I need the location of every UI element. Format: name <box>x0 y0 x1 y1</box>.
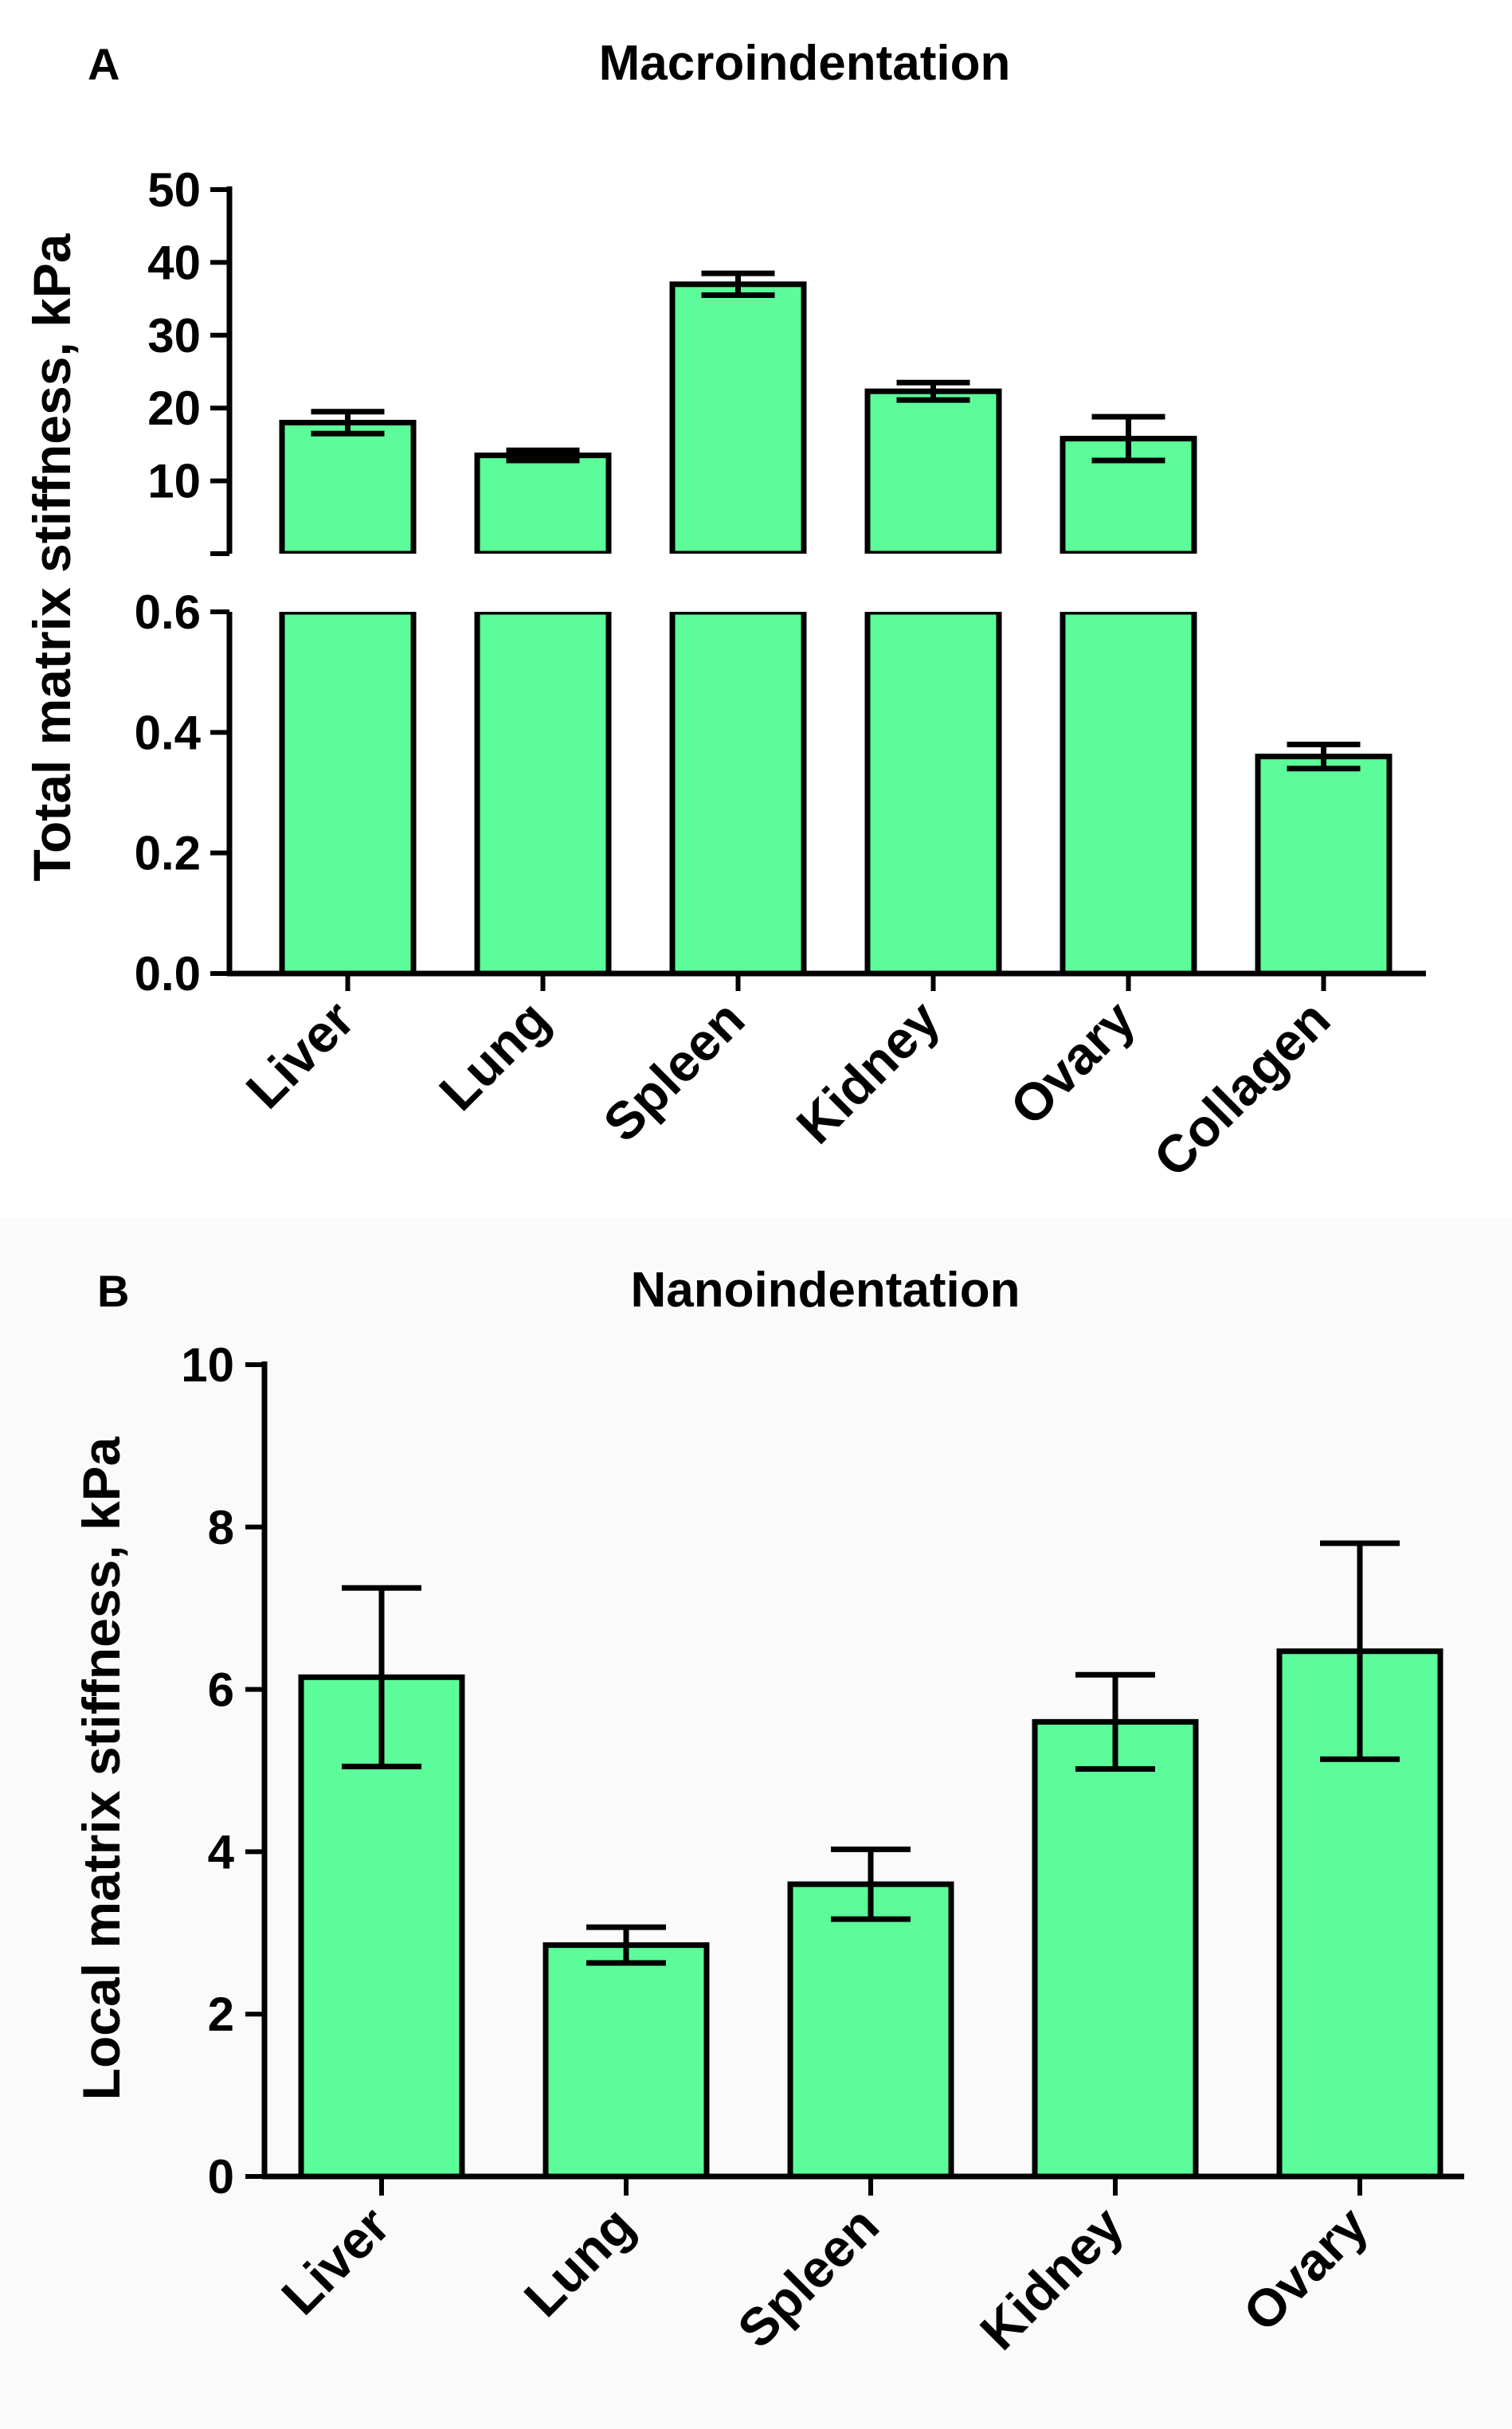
panel-a-bar-spleen-lower <box>669 609 807 977</box>
panel-a-category-label-collagen: Collagen <box>1142 989 1341 1188</box>
axis-break-gap <box>666 554 810 612</box>
panel-b-error-bar-lung <box>586 1924 666 1966</box>
panel-a-y-tick-label: 10 <box>147 455 201 508</box>
panel-b-y-tick-label: 10 <box>181 1338 234 1392</box>
panel-b-y-tick-label: 2 <box>208 1988 234 2041</box>
panel-a-error-bar-spleen <box>701 270 775 299</box>
panel-b-error-bar-liver <box>342 1585 421 1769</box>
panel-a-y-tick-label: 0.4 <box>135 706 202 759</box>
panel-a-y-tick-label: 0.6 <box>135 586 201 639</box>
panel-a-y-tick-label: 20 <box>147 382 201 435</box>
axis-break-gap <box>471 554 615 612</box>
panel-b-y-tick-label: 8 <box>208 1501 234 1554</box>
panel-a-category-label-spleen: Spleen <box>592 989 755 1153</box>
panel-a-error-bar-liver <box>311 409 385 437</box>
panel-a-letter: A <box>88 39 119 89</box>
panel-a-y-tick-label: 0.0 <box>135 947 201 1001</box>
panel-a-axes <box>226 186 1426 991</box>
panel-a-y-tick-label: 50 <box>147 163 201 217</box>
panel-b-bar-kidney <box>1032 1718 1199 2180</box>
panel-b-error-bar-ovary <box>1320 1540 1400 1762</box>
panel-b-letter: B <box>97 1266 129 1316</box>
axis-break-gap <box>1056 554 1201 612</box>
panel-a-bars <box>276 270 1393 977</box>
panel-a-y-ticks: 0.0 0.2 0.4 0.6 10 20 30 40 50 <box>135 163 229 1001</box>
panel-b-bars <box>298 1540 1443 2180</box>
panel-b-error-bar-spleen <box>831 1846 911 1922</box>
panel-a-error-bar-ovary <box>1091 413 1165 464</box>
panel-b-y-ticks: 0 2 4 6 8 10 <box>181 1338 264 2204</box>
panel-a-error-bar-collagen <box>1287 741 1361 772</box>
panel-a-bar-ovary-lower <box>1060 609 1197 977</box>
panel-b-error-bar-kidney <box>1075 1671 1155 1772</box>
panel-a-bar-collagen <box>1255 754 1393 977</box>
panel-a-bar-kidney-upper <box>864 388 1002 557</box>
panel-b-y-tick-label: 6 <box>208 1663 234 1717</box>
panel-a-bar-kidney-lower <box>864 609 1002 977</box>
panel-a-title: Macroindentation <box>599 36 1011 91</box>
panel-a-category-label-liver: Liver <box>235 989 366 1120</box>
axis-break-gap <box>276 554 420 612</box>
panel-b-title: Nanoindentation <box>630 1263 1020 1318</box>
axis-break-gap <box>861 554 1005 612</box>
panel-a-bar-lung-lower <box>474 609 612 977</box>
panel-a-error-bar-kidney <box>896 379 970 403</box>
panel-a-category-label-lung: Lung <box>428 989 560 1122</box>
panel-a-y-axis-label: Total matrix stiffness, kPa <box>22 233 81 881</box>
panel-a-bar-liver-upper <box>279 419 417 557</box>
panel-a-bar-spleen-upper <box>669 281 807 557</box>
panel-a-y-tick-label: 0.2 <box>135 827 201 880</box>
panel-b-bar-lung <box>543 1942 710 2180</box>
panel-a-chart: A Macroindentation Total matrix stiffnes… <box>22 36 1426 1188</box>
panel-a-error-bar-lung <box>506 447 580 464</box>
panel-a-y-tick-label: 40 <box>147 236 201 289</box>
panel-a-category-label-kidney: Kidney <box>785 989 950 1154</box>
panel-b-y-axis-label: Local matrix stiffness, kPa <box>72 1436 131 2100</box>
panel-a-y-tick-label: 30 <box>147 309 201 362</box>
panel-b-y-tick-label: 0 <box>208 2150 234 2204</box>
panel-a-bar-lung-upper <box>474 452 612 557</box>
panel-a-bar-liver-lower <box>279 609 417 977</box>
panel-a-category-label-ovary: Ovary <box>999 989 1146 1136</box>
panel-b-bar-spleen <box>787 1881 954 2180</box>
panel-b-y-tick-label: 4 <box>208 1825 235 1879</box>
panel-b-axes <box>261 1361 1464 2196</box>
panel-b-background <box>0 1219 1512 2429</box>
